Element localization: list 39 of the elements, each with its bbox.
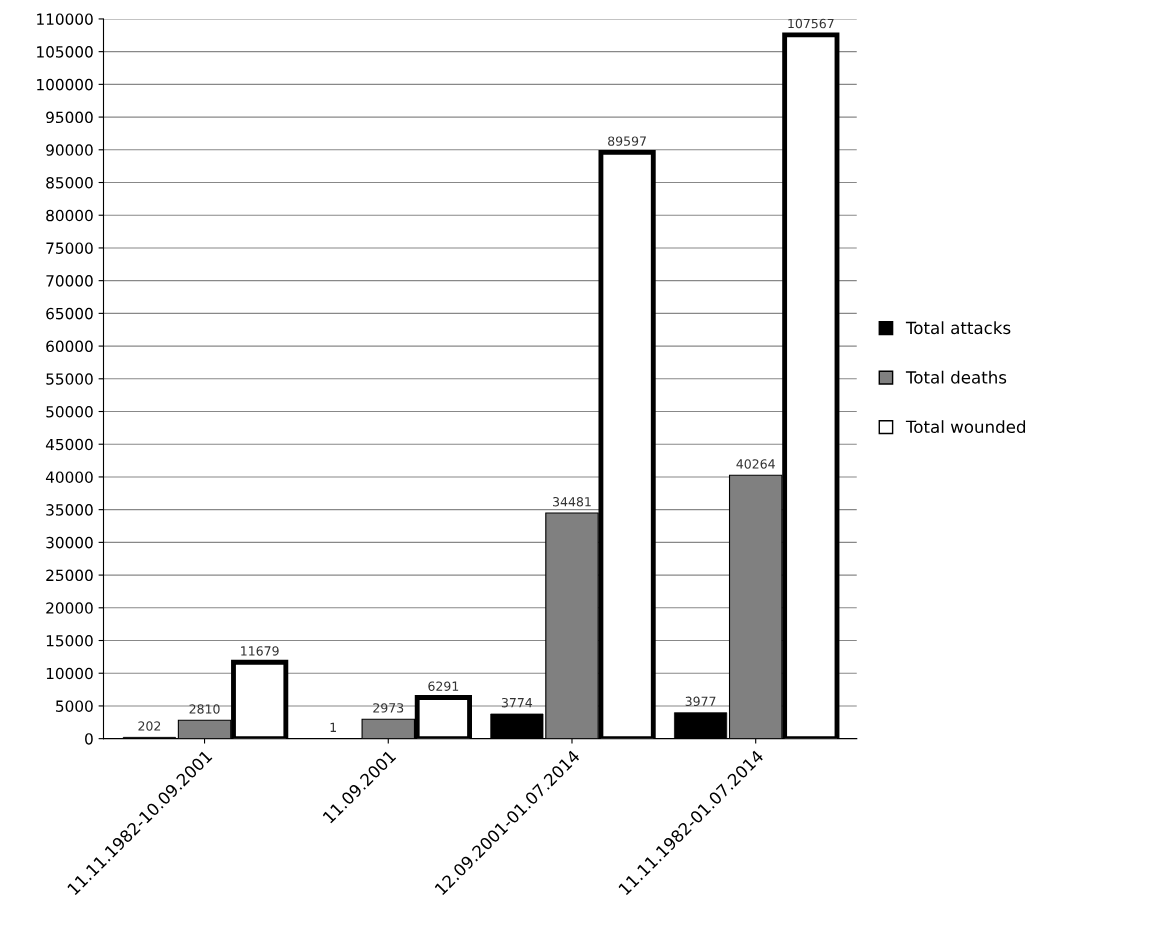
legend-label: Total deaths	[905, 370, 1007, 384]
data-label: 3977	[685, 696, 716, 707]
data-label: 2973	[373, 703, 404, 713]
y-tick-label: 80000	[46, 209, 93, 222]
y-tick-label: 90000	[46, 144, 93, 156]
y-tick-label: 20000	[46, 602, 93, 614]
data-label: 107567	[788, 18, 834, 29]
data-label: 2810	[189, 704, 220, 714]
y-tick-label: 5000	[56, 700, 93, 712]
y-tick-label: 85000	[46, 176, 93, 189]
data-label: 3774	[501, 697, 533, 708]
y-tick-label: 65000	[46, 307, 93, 320]
y-tick-label: 25000	[46, 569, 93, 582]
data-label: 1	[330, 722, 336, 732]
data-label: 89597	[608, 136, 646, 146]
y-tick-label: 110000	[37, 13, 93, 25]
y-tick-label: 75000	[46, 242, 93, 254]
y-tick-label: 30000	[46, 536, 93, 549]
data-label: 11679	[241, 646, 279, 656]
legend-label: Total attacks	[905, 321, 1011, 335]
y-tick-label: 15000	[46, 634, 93, 647]
data-label: 40264	[736, 459, 775, 469]
y-tick-label: 55000	[46, 373, 93, 385]
y-tick-label: 45000	[45, 438, 93, 451]
y-tick-label: 105000	[37, 46, 93, 58]
y-tick-label: 70000	[46, 275, 93, 287]
y-tick-label: 50000	[46, 405, 93, 418]
y-tick-label: 10000	[46, 667, 93, 680]
y-tick-label: 60000	[46, 340, 93, 353]
y-tick-label: 95000	[46, 111, 93, 124]
legend-label: Total wounded	[905, 420, 1026, 434]
bar	[674, 712, 728, 739]
data-label: 34481	[553, 497, 591, 507]
data-label: 6291	[428, 681, 459, 691]
y-tick-label: 35000	[46, 504, 93, 516]
y-tick-label: 40000	[45, 471, 93, 483]
y-tick-label: 0	[85, 733, 93, 745]
y-tick-label: 100000	[37, 78, 93, 91]
data-label: 202	[138, 721, 161, 731]
